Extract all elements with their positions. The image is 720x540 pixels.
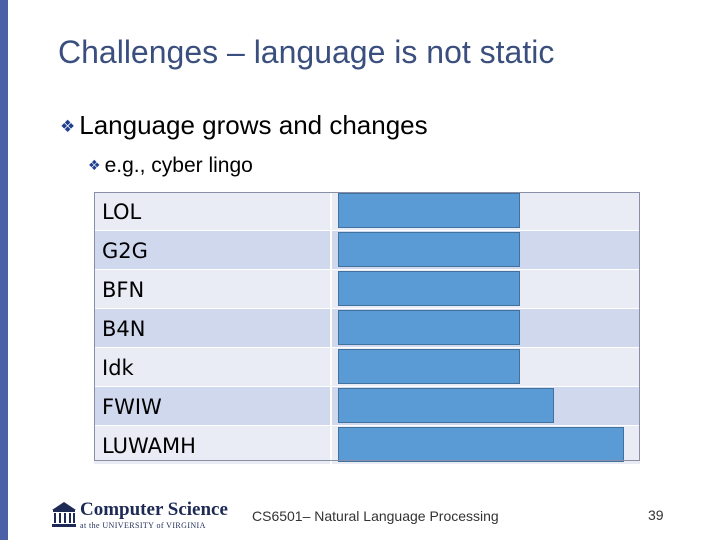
meaning-cover-box — [338, 310, 520, 345]
meaning-cell — [332, 387, 640, 425]
meaning-cover-box — [338, 388, 554, 423]
meaning-cover-box — [338, 271, 520, 306]
page-number: 39 — [648, 507, 664, 523]
term-cell: B4N — [94, 309, 330, 347]
footer-course-name: CS6501– Natural Language Processing — [252, 508, 499, 524]
bullet-level-1-text: Language grows and changes — [79, 110, 428, 140]
table-row: LOL — [94, 192, 640, 231]
meaning-cell — [332, 270, 640, 308]
diamond-cluster-icon: ❖ — [88, 157, 101, 173]
table-row: LUWAMH — [94, 426, 640, 465]
slide-title: Challenges – language is not static — [58, 34, 555, 70]
term-cell: BFN — [94, 270, 330, 308]
term-cell: FWIW — [94, 387, 330, 425]
meaning-cell — [332, 348, 640, 386]
meaning-cell — [332, 426, 640, 464]
bullet-level-2: ❖ e.g., cyber lingo — [88, 154, 253, 178]
meaning-cover-box — [338, 427, 624, 462]
meaning-cell — [332, 309, 640, 347]
term-cell: Idk — [94, 348, 330, 386]
meaning-cell — [332, 231, 640, 269]
meaning-cell — [332, 192, 640, 230]
lingo-table: LOL G2G BFN B4N Idk FWIW LUWAMH — [94, 192, 640, 465]
table-row: B4N — [94, 309, 640, 348]
meaning-cover-box — [338, 193, 520, 228]
table-row: G2G — [94, 231, 640, 270]
term-cell: G2G — [94, 231, 330, 269]
table-row: BFN — [94, 270, 640, 309]
table-row: Idk — [94, 348, 640, 387]
meaning-cover-box — [338, 232, 520, 267]
table-row: FWIW — [94, 387, 640, 426]
computer-science-logo: Computer Science at the UNIVERSITY of VI… — [50, 498, 228, 533]
rotunda-icon — [52, 502, 76, 527]
bullet-level-2-text: e.g., cyber lingo — [104, 154, 253, 177]
meaning-cover-box — [338, 349, 520, 384]
logo-title: Computer Science — [80, 499, 228, 520]
bullet-level-1: ❖ Language grows and changes — [60, 110, 428, 141]
diamond-cluster-icon: ❖ — [60, 117, 76, 136]
slide-left-accent-bar — [0, 0, 8, 540]
term-cell: LUWAMH — [94, 426, 330, 464]
term-cell: LOL — [94, 192, 330, 230]
logo-subtitle: at the UNIVERSITY of VIRGINIA — [80, 521, 206, 530]
